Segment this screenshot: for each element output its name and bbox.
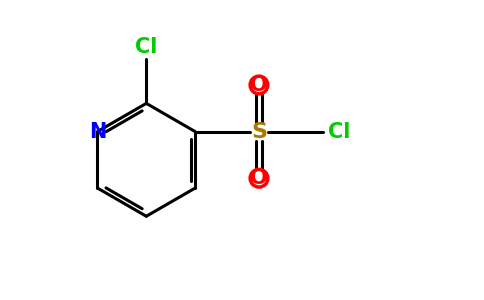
Text: S: S — [251, 122, 267, 142]
Text: N: N — [89, 122, 106, 142]
Text: O: O — [250, 75, 268, 95]
Text: O: O — [250, 168, 268, 188]
Text: Cl: Cl — [135, 37, 157, 57]
Text: Cl: Cl — [328, 122, 350, 142]
